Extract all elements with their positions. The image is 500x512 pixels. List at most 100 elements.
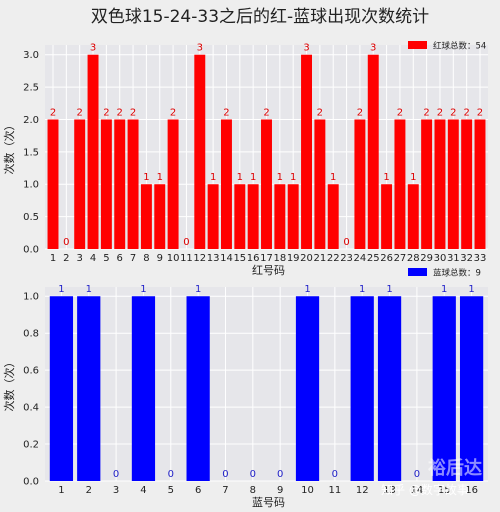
red-ytick-label: 1.5 [23,147,39,158]
red-bar [207,184,219,249]
blue-bar [131,296,156,481]
red-data-label: 3 [303,43,309,54]
red-xtick-label: 26 [380,253,393,264]
blue-yaxis-label: 次数（次） [2,357,16,412]
red-data-label: 2 [263,107,269,118]
red-xtick-label: 5 [103,253,109,264]
watermark-corner: 裕后达 [428,457,482,479]
red-xtick-label: 4 [90,253,96,264]
blue-xtick-label: 9 [277,485,283,496]
blue-xtick-label: 10 [301,485,314,496]
blue-xtick-label: 14 [411,485,424,496]
red-xtick-label: 15 [233,253,246,264]
red-xtick-label: 28 [407,253,420,264]
red-data-label: 2 [317,107,323,118]
blue-data-label: 1 [441,284,447,295]
blue-xtick-label: 1 [58,485,64,496]
blue-data-label: 1 [468,284,474,295]
red-xtick-label: 31 [447,253,460,264]
blue-data-label: 1 [304,284,310,295]
blue-ytick-label: 1.0 [23,292,39,303]
red-xtick-label: 17 [260,253,273,264]
red-data-label: 2 [357,107,363,118]
red-legend-swatch [408,41,427,49]
red-data-label: 1 [210,172,216,183]
red-data-label: 2 [397,107,403,118]
red-data-label: 0 [343,237,349,248]
red-ytick-label: 0.0 [23,245,39,256]
watermark: 知乎 @数字故事 [381,482,469,497]
red-bar [220,119,232,249]
red-xtick-label: 29 [420,253,433,264]
red-bar [87,54,99,249]
blue-legend-swatch [408,268,427,276]
red-xtick-label: 10 [167,253,180,264]
blue-xtick-label: 7 [222,485,228,496]
blue-data-label: 1 [359,284,365,295]
red-xtick-label: 3 [77,253,83,264]
red-data-label: 1 [330,172,336,183]
blue-ytick-label: 0.2 [23,440,39,451]
red-data-label: 2 [50,107,56,118]
red-xtick-label: 32 [460,253,473,264]
blue-ytick-label: 0.6 [23,366,39,377]
blue-xtick-label: 2 [86,485,92,496]
red-xtick-label: 22 [327,253,340,264]
red-data-label: 1 [383,172,389,183]
red-xtick-label: 19 [287,253,300,264]
blue-bar [377,296,402,481]
red-xtick-label: 33 [474,253,487,264]
red-data-label: 1 [290,172,296,183]
red-xtick-label: 20 [300,253,313,264]
blue-xtick-label: 16 [465,485,478,496]
red-xtick-label: 21 [314,253,327,264]
blue-xaxis-label: 蓝号码 [252,496,285,509]
red-data-label: 0 [183,237,189,248]
blue-ytick-label: 0.0 [23,477,39,488]
blue-xtick-label: 11 [328,485,341,496]
red-xtick-label: 13 [207,253,220,264]
blue-data-label: 0 [250,469,256,480]
red-xtick-label: 23 [340,253,353,264]
red-ytick-label: 2.0 [23,115,39,126]
red-ytick-label: 0.5 [23,212,39,223]
blue-data-label: 0 [332,469,338,480]
red-xtick-label: 12 [193,253,206,264]
red-xtick-label: 25 [367,253,380,264]
blue-ytick-label: 0.4 [23,403,39,414]
red-data-label: 2 [223,107,229,118]
red-bar [461,119,473,249]
red-data-label: 1 [250,172,256,183]
red-bar [407,184,419,249]
blue-data-label: 1 [140,284,146,295]
red-bar [381,184,393,249]
red-data-label: 1 [157,172,163,183]
red-data-label: 2 [463,107,469,118]
red-xtick-label: 7 [130,253,136,264]
red-data-label: 2 [103,107,109,118]
blue-data-label: 0 [414,469,420,480]
red-xtick-label: 30 [434,253,447,264]
red-bar [247,184,259,249]
red-data-label: 1 [410,172,416,183]
red-data-label: 3 [197,43,203,54]
blue-xtick-label: 4 [140,485,146,496]
red-xtick-label: 1 [50,253,56,264]
red-bar [301,54,313,249]
red-bar [474,119,486,249]
red-bar [421,119,433,249]
red-data-label: 2 [423,107,429,118]
red-bar [447,119,459,249]
blue-bar [295,296,320,481]
red-data-label: 2 [130,107,136,118]
red-data-label: 2 [450,107,456,118]
red-data-label: 1 [143,172,149,183]
blue-data-label: 1 [195,284,201,295]
red-xtick-label: 14 [220,253,233,264]
red-data-label: 2 [477,107,483,118]
red-xtick-label: 24 [354,253,367,264]
red-data-label: 3 [370,43,376,54]
